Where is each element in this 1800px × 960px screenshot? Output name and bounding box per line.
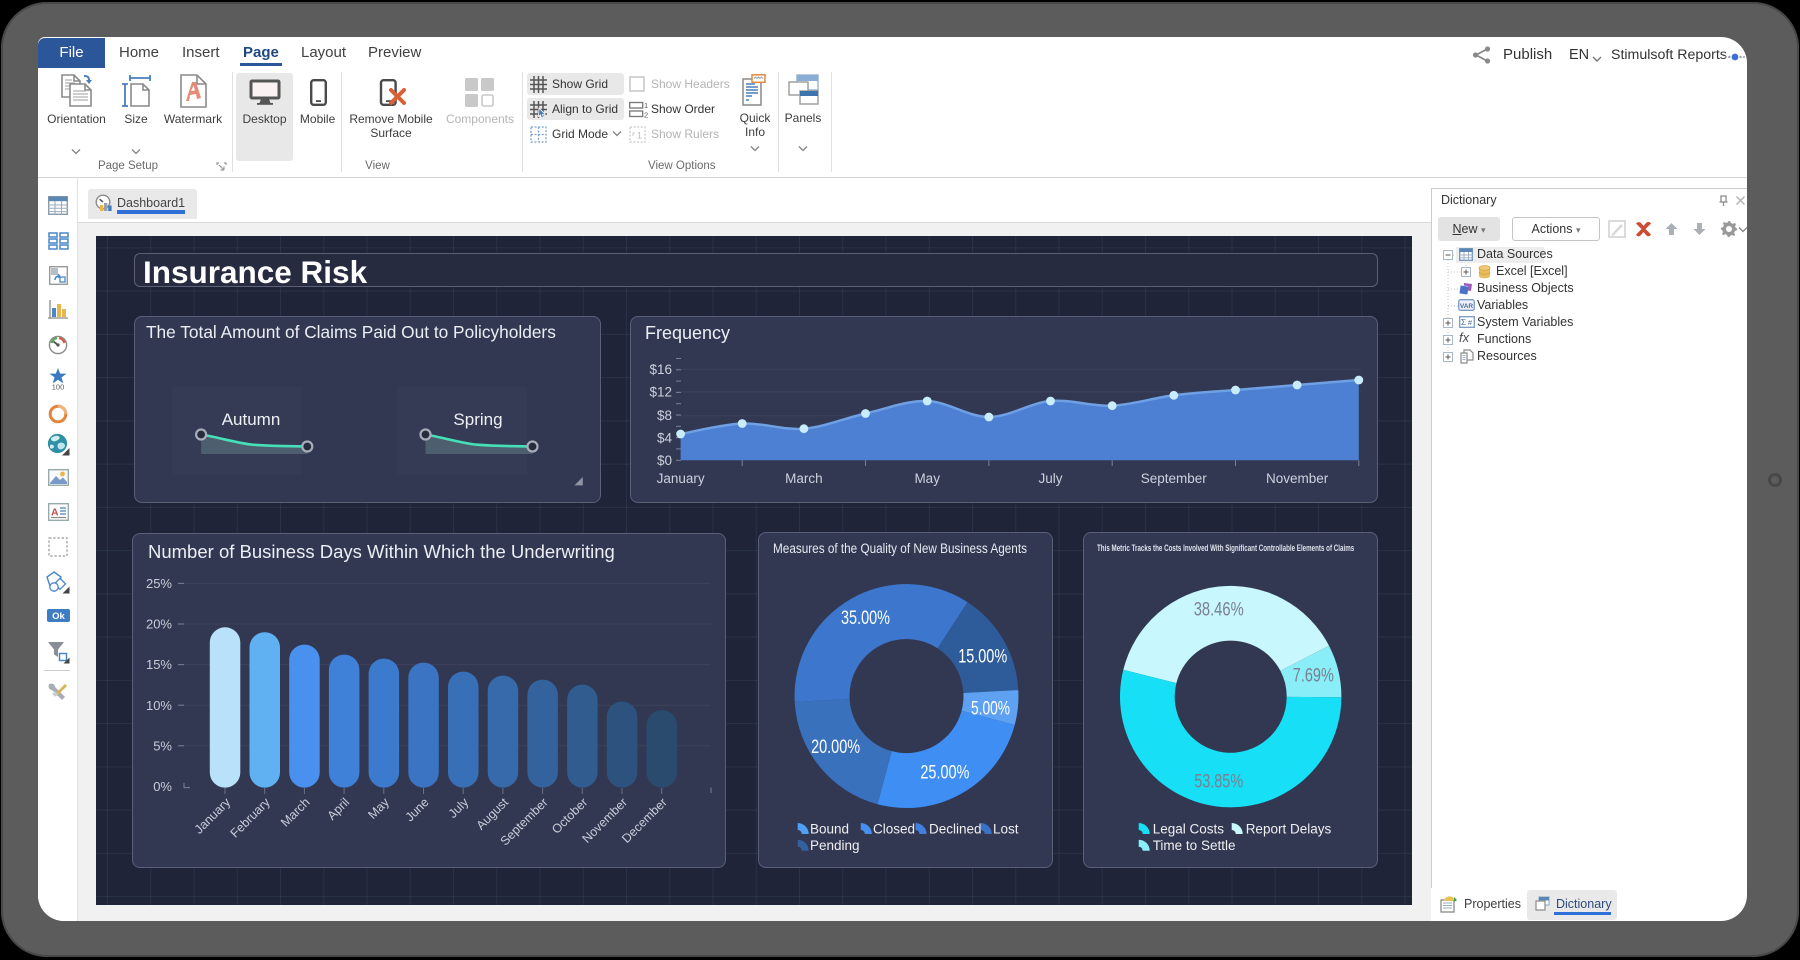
svg-text:#: # <box>1468 318 1473 327</box>
svg-text:Legal Costs: Legal Costs <box>1153 821 1225 836</box>
svg-text:March: March <box>785 471 823 486</box>
svg-text:20%: 20% <box>146 617 172 632</box>
svg-text:$0: $0 <box>657 453 672 468</box>
svg-text:June: June <box>403 796 432 825</box>
svg-text:January: January <box>657 471 705 486</box>
svg-text:25%: 25% <box>146 576 172 591</box>
svg-text:November: November <box>1266 471 1329 486</box>
svg-text:5.00%: 5.00% <box>971 699 1010 720</box>
svg-text:September: September <box>1141 471 1208 486</box>
svg-text:Pending: Pending <box>810 838 860 853</box>
svg-text:1: 1 <box>637 131 642 141</box>
svg-text:Ok: Ok <box>52 611 65 622</box>
svg-text:July: July <box>446 795 472 821</box>
svg-text:20.00%: 20.00% <box>811 737 860 758</box>
svg-text:March: March <box>278 796 312 830</box>
svg-text:Report Delays: Report Delays <box>1246 821 1332 836</box>
svg-text:100: 100 <box>52 383 65 392</box>
svg-text:May: May <box>914 471 940 486</box>
svg-text:7.69%: 7.69% <box>1293 665 1334 686</box>
svg-text:July: July <box>1038 471 1062 486</box>
svg-text:Time to Settle: Time to Settle <box>1153 838 1236 853</box>
svg-text:$8: $8 <box>657 408 672 423</box>
svg-text:$4: $4 <box>657 431 673 446</box>
svg-text:35.00%: 35.00% <box>841 608 890 629</box>
svg-text:2: 2 <box>644 111 648 120</box>
svg-text:$16: $16 <box>649 362 672 377</box>
svg-text:VAR: VAR <box>1460 303 1474 310</box>
svg-text:0%: 0% <box>153 779 172 794</box>
svg-text:15.00%: 15.00% <box>958 647 1007 668</box>
svg-text:25.00%: 25.00% <box>920 763 969 784</box>
svg-text:April: April <box>325 796 353 824</box>
svg-text:Bound: Bound <box>810 821 849 836</box>
svg-text:Declined: Declined <box>929 821 982 836</box>
svg-text:10%: 10% <box>146 698 172 713</box>
svg-text:$12: $12 <box>649 385 672 400</box>
svg-text:53.85%: 53.85% <box>1194 771 1243 792</box>
svg-text:Lost: Lost <box>993 821 1019 836</box>
svg-text:38.46%: 38.46% <box>1194 599 1244 620</box>
svg-text:A: A <box>51 507 59 519</box>
svg-text:Closed: Closed <box>873 821 915 836</box>
svg-text:Σ: Σ <box>1461 317 1466 327</box>
svg-text:May: May <box>366 795 393 822</box>
svg-text:February: February <box>228 795 274 841</box>
svg-text:5%: 5% <box>153 739 172 754</box>
svg-text:1: 1 <box>644 101 648 110</box>
svg-text:August: August <box>474 795 512 833</box>
svg-text:15%: 15% <box>146 658 172 673</box>
